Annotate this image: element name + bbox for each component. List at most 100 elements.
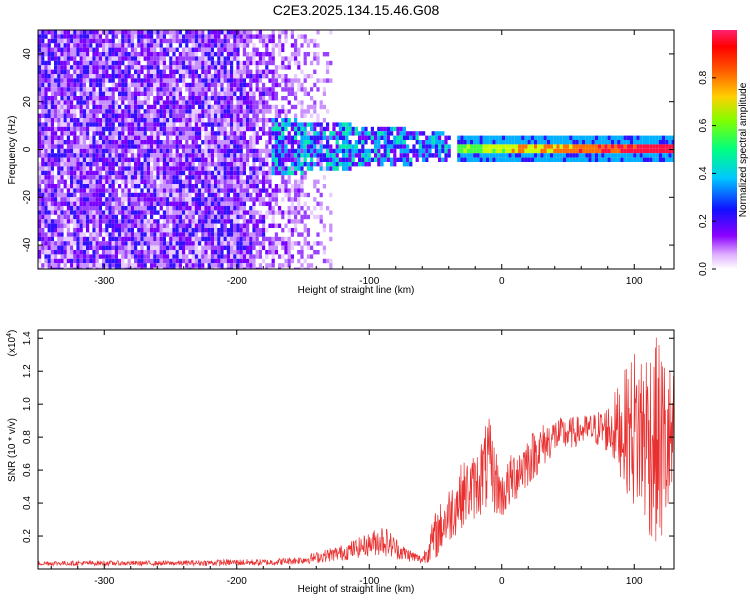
spectrogram-cell (153, 78, 157, 83)
spectrogram-cell (63, 131, 67, 136)
spectrogram-cell (546, 153, 550, 158)
spectrogram-cell (268, 210, 272, 215)
spectrogram-cell (79, 126, 83, 132)
spectrogram-cell (198, 113, 202, 118)
spectrogram-cell (79, 87, 83, 92)
spectrogram-cell (246, 254, 250, 259)
spectrogram-cell (460, 144, 464, 149)
spectrogram-cell (316, 157, 320, 162)
spectrogram-cell (210, 74, 214, 79)
spectrogram-cell (162, 100, 166, 105)
spectrogram-cell (95, 232, 99, 237)
spectrogram-cell (146, 184, 150, 189)
spectrogram-cell (146, 34, 150, 39)
spectrogram-cell (201, 69, 205, 74)
spectrogram-cell (518, 157, 522, 162)
spectrogram-cell (489, 153, 493, 158)
spectrogram-cell (268, 96, 272, 101)
spectrogram-cell (572, 135, 576, 140)
spectrogram-cell (130, 245, 134, 250)
spectrogram-cell (175, 65, 179, 70)
spectrogram-cell (326, 153, 330, 158)
spectrogram-cell (258, 91, 262, 96)
spectrogram-cell (169, 104, 173, 110)
spectrogram-cell (95, 184, 99, 189)
spectrogram-cell (265, 188, 269, 193)
spectrogram-cell (63, 30, 67, 35)
spectrogram-cell (252, 179, 256, 184)
spectrogram-cell (534, 153, 538, 158)
spectrogram-cell (159, 91, 163, 96)
spectrogram-cell (284, 78, 288, 83)
spectrogram-cell (198, 144, 202, 149)
spectrogram-cell (249, 78, 253, 83)
spectrogram-cell (38, 113, 42, 118)
spectrogram-cell (159, 263, 163, 268)
spectrogram-cell (198, 236, 202, 242)
spectrogram-cell (130, 131, 134, 136)
spectrogram-cell (476, 153, 480, 158)
spectrogram-cell (178, 157, 182, 162)
spectrogram-cell (143, 38, 147, 44)
spectrogram-cell (207, 74, 211, 79)
spectrogram-cell (297, 78, 301, 83)
spectrogram-cell (278, 153, 282, 158)
spectrogram-cell (233, 148, 237, 154)
spectrogram-cell (124, 232, 128, 237)
spectrogram-cell (198, 263, 202, 268)
spectrogram-cell (297, 126, 301, 132)
spectrogram-cell (265, 175, 269, 180)
spectrogram-cell (223, 162, 227, 167)
spectrogram-cell (66, 109, 70, 114)
spectrogram-cell (274, 170, 278, 176)
spectrogram-cell (47, 87, 51, 92)
spectrogram-cell (73, 144, 77, 149)
spectrogram-cell (137, 52, 141, 57)
spectrogram-cell (124, 184, 128, 189)
spectrogram-cell (95, 52, 99, 57)
spectrogram-cell (230, 210, 234, 215)
spectrogram-cell (194, 192, 198, 198)
spectrogram-cell (172, 56, 176, 61)
spectrogram-cell (620, 153, 624, 158)
spectrogram-cell (143, 148, 147, 154)
spectrogram-cell (95, 65, 99, 70)
spectrogram-cell (434, 144, 438, 149)
spectrogram-cell (166, 144, 170, 149)
spectrogram-cell (220, 197, 224, 202)
spectrogram-cell (326, 157, 330, 162)
spectrogram-cell (172, 118, 176, 123)
spectrogram-cell (198, 74, 202, 79)
spectrogram-cell (185, 60, 189, 66)
spectrogram-cell (162, 179, 166, 184)
spectrogram-cell (217, 82, 221, 88)
spectrogram-cell (38, 245, 42, 250)
spectrogram-cell (562, 140, 566, 145)
spectrogram-cell (102, 91, 106, 96)
spectrogram-cell (326, 122, 330, 127)
spectrogram-cell (57, 263, 61, 268)
spectrogram-cell (242, 188, 246, 193)
spectrogram-cell (204, 166, 208, 171)
spectrogram-cell (226, 214, 230, 220)
spectrogram-cell (249, 254, 253, 259)
spectrogram-cell (204, 113, 208, 118)
spectrogram-cell (220, 267, 224, 269)
spectrogram-cell (50, 219, 54, 224)
spectrogram-cell (38, 96, 42, 101)
spectrogram-cell (550, 140, 554, 145)
spectrogram-cell (111, 74, 115, 79)
spectrogram-cell (287, 192, 291, 198)
spectrogram-cell (271, 188, 275, 193)
spectrogram-cell (108, 263, 112, 268)
spectrogram-cell (188, 148, 192, 154)
spectrogram-cell (278, 162, 282, 167)
spectrogram-cell (300, 175, 304, 180)
spectrogram-cell (188, 91, 192, 96)
spectrogram-cell (265, 60, 269, 66)
spectrogram-cell (281, 104, 285, 110)
spectrogram-cell (105, 228, 109, 233)
spectrogram-cell (159, 131, 163, 136)
spectrogram-cell (70, 87, 74, 92)
spectrogram-cell (313, 122, 317, 127)
